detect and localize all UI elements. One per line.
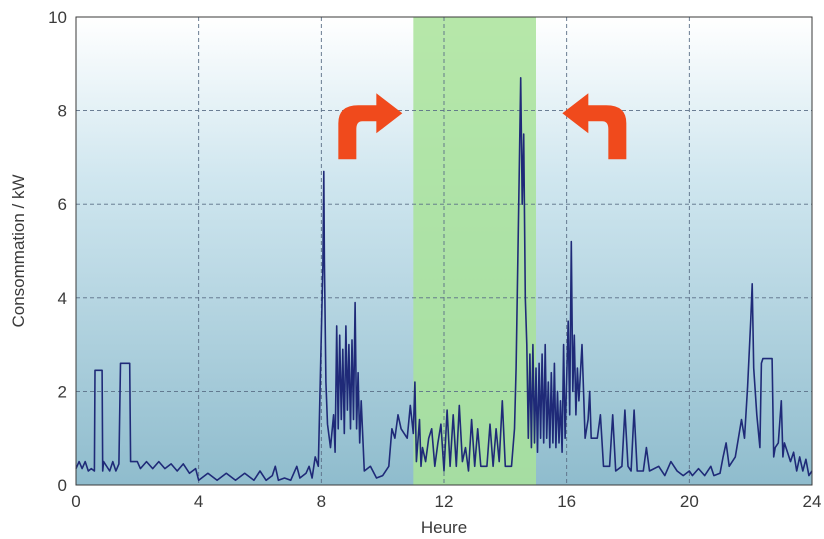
x-tick-label: 4 xyxy=(194,492,203,511)
arrow-left-icon xyxy=(562,93,627,160)
y-tick-labels: 0 2 4 6 8 10 xyxy=(48,8,67,495)
x-axis-title: Heure xyxy=(421,518,467,537)
y-tick-label: 0 xyxy=(58,476,67,495)
arrow-right-icon xyxy=(338,93,403,160)
x-tick-label: 24 xyxy=(803,492,822,511)
annotation-arrows xyxy=(338,93,627,160)
x-tick-labels: 0 4 8 12 16 20 24 xyxy=(71,492,821,511)
series-line xyxy=(75,77,813,482)
x-tick-label: 12 xyxy=(435,492,454,511)
y-tick-label: 10 xyxy=(48,8,67,27)
x-tick-label: 20 xyxy=(680,492,699,511)
y-tick-label: 4 xyxy=(58,289,67,308)
x-tick-label: 0 xyxy=(71,492,80,511)
gridlines xyxy=(76,17,812,485)
plot-frame xyxy=(75,16,813,486)
y-tick-label: 6 xyxy=(58,195,67,214)
y-axis-title: Consommation / kW xyxy=(9,174,28,327)
x-tick-label: 8 xyxy=(317,492,326,511)
y-tick-label: 8 xyxy=(58,102,67,121)
y-tick-label: 2 xyxy=(58,382,67,401)
x-tick-label: 16 xyxy=(557,492,576,511)
